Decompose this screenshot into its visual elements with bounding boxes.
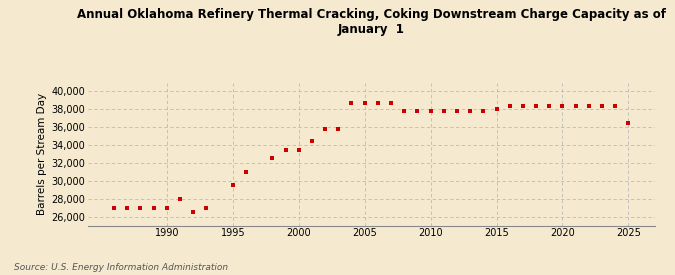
Point [294, 147, 304, 152]
Point [346, 101, 357, 105]
Point [491, 107, 502, 111]
Point [583, 103, 594, 108]
Y-axis label: Barrels per Stream Day: Barrels per Stream Day [37, 93, 47, 215]
Point [135, 205, 146, 210]
Point [544, 103, 555, 108]
Point [623, 120, 634, 125]
Point [306, 138, 317, 143]
Point [373, 101, 383, 105]
Point [175, 196, 186, 201]
Point [359, 101, 370, 105]
Point [438, 109, 449, 113]
Text: Source: U.S. Energy Information Administration: Source: U.S. Energy Information Administ… [14, 263, 227, 272]
Text: Annual Oklahoma Refinery Thermal Cracking, Coking Downstream Charge Capacity as : Annual Oklahoma Refinery Thermal Crackin… [77, 8, 666, 36]
Point [610, 103, 620, 108]
Point [240, 170, 251, 174]
Point [122, 205, 133, 210]
Point [452, 109, 462, 113]
Point [518, 103, 529, 108]
Point [531, 103, 541, 108]
Point [570, 103, 581, 108]
Point [399, 109, 410, 113]
Point [201, 205, 212, 210]
Point [385, 101, 396, 105]
Point [320, 127, 331, 131]
Point [161, 205, 172, 210]
Point [557, 103, 568, 108]
Point [280, 147, 291, 152]
Point [188, 210, 198, 214]
Point [267, 156, 277, 161]
Point [412, 109, 423, 113]
Point [109, 205, 119, 210]
Point [465, 109, 476, 113]
Point [597, 103, 608, 108]
Point [333, 127, 344, 131]
Point [227, 183, 238, 188]
Point [425, 109, 436, 113]
Point [478, 109, 489, 113]
Point [148, 205, 159, 210]
Point [504, 103, 515, 108]
